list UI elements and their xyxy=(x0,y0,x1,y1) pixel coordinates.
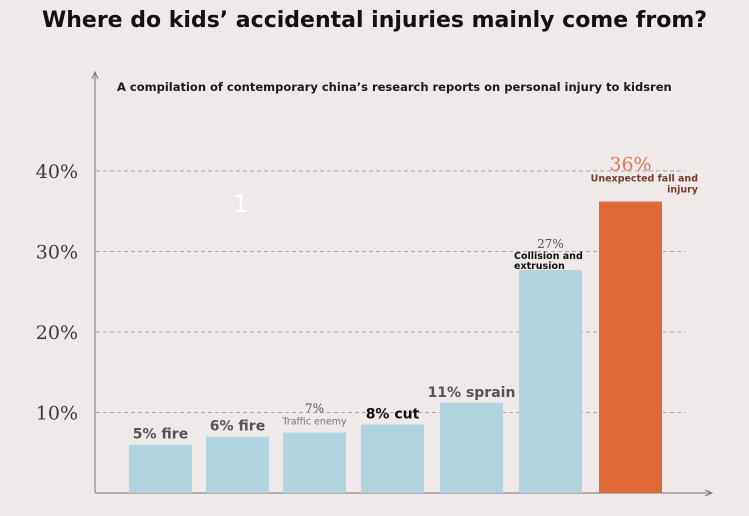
data-label: 6% fire xyxy=(210,419,265,435)
y-tick-labels: 10% 20% 30% 40% xyxy=(36,161,78,425)
stray-mark: 1 xyxy=(233,190,248,218)
data-label-category: extrusion xyxy=(514,261,565,272)
data-label-category: injury xyxy=(667,185,699,196)
x-axis-arrow xyxy=(704,489,714,497)
data-label: 11% sprain xyxy=(428,385,516,401)
chart-title: Where do kids’ accidental injuries mainl… xyxy=(41,8,708,33)
y-tick-label: 40% xyxy=(36,161,78,183)
bar xyxy=(283,432,346,493)
gridlines xyxy=(96,170,685,413)
data-labels: 5% fire 6% fire 7%Traffic enemy 8% cut 11% s… xyxy=(133,154,699,443)
bar xyxy=(440,402,503,493)
data-label: 8% cut xyxy=(366,407,420,423)
data-label-category: Collision and xyxy=(514,251,583,262)
bar xyxy=(361,424,424,493)
bar xyxy=(599,201,662,493)
chart-subtitle: A compilation of contemporary china’s re… xyxy=(117,80,672,94)
data-label-category: Unexpected fall and xyxy=(591,174,698,185)
y-tick-label: 20% xyxy=(36,322,78,344)
data-label-category: Traffic enemy xyxy=(281,417,347,428)
y-tick-label: 30% xyxy=(36,242,78,264)
bar xyxy=(519,270,582,493)
bar xyxy=(206,436,269,493)
bar xyxy=(129,444,192,493)
data-label: 36% xyxy=(609,154,651,176)
y-axis-arrow xyxy=(91,70,99,80)
data-label: 5% fire xyxy=(133,427,188,443)
data-label: 27% xyxy=(537,237,564,251)
y-tick-label: 10% xyxy=(36,403,78,425)
data-label: 7% xyxy=(305,402,324,416)
bars xyxy=(129,201,662,493)
